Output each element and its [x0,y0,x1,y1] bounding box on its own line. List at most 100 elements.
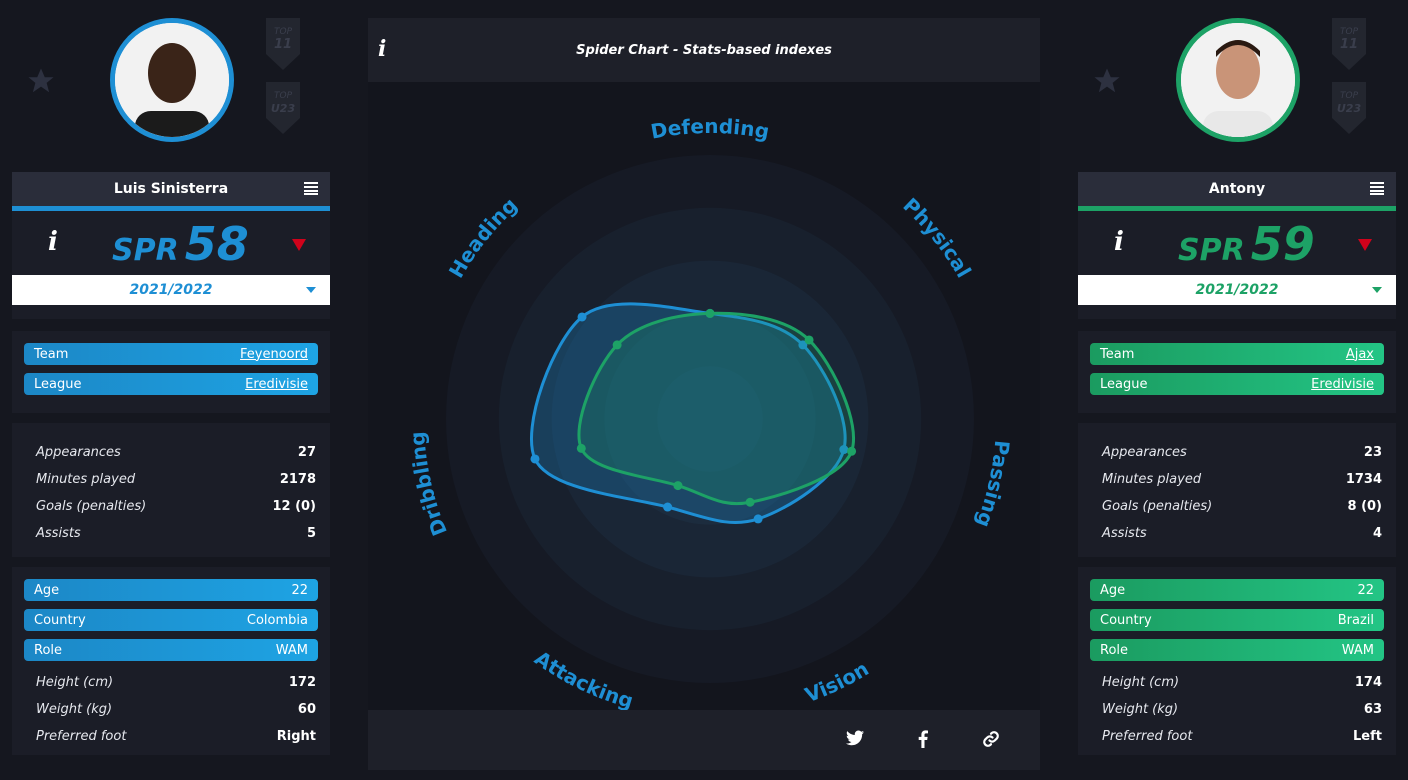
league-link[interactable]: Eredivisie [245,376,308,392]
svg-text:TOP: TOP [1340,27,1359,37]
team-label: Team [1100,346,1135,362]
player-photo-icon [115,23,229,137]
twitter-icon[interactable] [846,730,864,746]
svg-text:TOP: TOP [1340,91,1359,101]
league-row: League Eredivisie [24,373,318,395]
info-icon[interactable]: i [378,36,387,62]
country-row: Country Colombia [24,609,318,631]
season-value: 2021/2022 [1195,282,1279,298]
svg-text:11: 11 [1340,37,1358,52]
radar-point[interactable] [839,445,849,455]
radar-point[interactable] [798,340,808,350]
radar-point[interactable] [530,454,540,464]
season-spacer [12,305,330,319]
avatar[interactable] [1176,18,1300,142]
stat-row: Appearances 23 [1102,445,1382,460]
stat-row: Minutes played 1734 [1102,472,1382,487]
radar-point[interactable] [847,446,857,456]
radar-point[interactable] [612,340,622,350]
stat-row: Height (cm) 174 [1102,675,1382,690]
bio-panel: Age 22 Country Colombia Role WAM Height (cm… [12,567,330,755]
stat-row: Assists 5 [36,526,316,541]
stat-row: Preferred foot Left [1102,729,1382,744]
radar-axis-label: Passing [971,439,1014,530]
star-icon[interactable] [26,66,56,96]
radar-point[interactable] [753,514,763,524]
svg-text:U23: U23 [271,102,296,115]
radar-series-2 [577,311,855,505]
stat-row: Goals (penalties) 8 (0) [1102,499,1382,514]
age-row: Age 22 [1090,579,1384,601]
player-name: Antony [1208,181,1266,197]
role-row: Role WAM [24,639,318,661]
player-name-bar: Luis Sinisterra [12,172,330,206]
accent-line [1078,206,1396,211]
radar-axis-label: Dribbling [405,431,452,540]
season-select[interactable]: 2021/2022 [12,275,330,305]
radar-point[interactable] [663,502,673,512]
radar-point[interactable] [576,443,586,453]
player-card-left: TOP 11 TOP U23 Luis Sinisterra i SPR 58 20… [12,0,330,755]
link-icon[interactable] [982,730,1000,748]
radar-point[interactable] [745,497,755,507]
team-panel: Team Feyenoord League Eredivisie [12,331,330,413]
team-panel: Team Ajax League Eredivisie [1078,331,1396,413]
role-row: Role WAM [1090,639,1384,661]
facebook-icon[interactable] [918,730,928,748]
spr-box: i SPR 58 [12,211,330,275]
chevron-down-icon [1372,287,1382,293]
svg-text:TOP: TOP [274,27,293,37]
team-label: Team [34,346,69,362]
stat-row: Preferred foot Right [36,729,316,744]
league-label: League [34,376,82,392]
stats-panel: Appearances 27 Minutes played 2178 Goals (… [12,423,330,557]
chart-title: Spider Chart - Stats-based indexes [576,42,832,58]
league-row: League Eredivisie [1090,373,1384,395]
avatar[interactable] [110,18,234,142]
radar-point[interactable] [804,335,814,345]
player-name-bar: Antony [1078,172,1396,206]
team-link[interactable]: Feyenoord [240,346,308,362]
league-link[interactable]: Eredivisie [1311,376,1374,392]
info-icon[interactable]: i [48,227,58,257]
stat-row: Assists 4 [1102,526,1382,541]
chevron-down-icon [306,287,316,293]
spider-chart-panel: i Spider Chart - Stats-based indexes Def… [368,18,1040,770]
down-triangle-icon [292,239,306,251]
svg-text:TOP: TOP [274,91,293,101]
menu-icon[interactable] [1370,181,1384,195]
spr-label: SPR [1178,233,1245,268]
down-triangle-icon [1358,239,1372,251]
star-icon[interactable] [1092,66,1122,96]
info-icon[interactable]: i [1114,227,1124,257]
bio-panel: Age 22 Country Brazil Role WAM Height (cm) 1… [1078,567,1396,755]
chart-header: i Spider Chart - Stats-based indexes [368,18,1040,82]
stat-row: Minutes played 2178 [36,472,316,487]
menu-icon[interactable] [304,181,318,195]
season-value: 2021/2022 [129,282,213,298]
stat-row: Weight (kg) 60 [36,702,316,717]
radar-point[interactable] [705,308,715,318]
radar-axis-label: Vision [802,656,873,707]
stat-row: Goals (penalties) 12 (0) [36,499,316,514]
age-row: Age 22 [24,579,318,601]
spider-chart: DefendingPhysicalPassingVisionAttackingD… [405,114,1014,713]
share-bar [368,710,1040,770]
stat-row: Appearances 27 [36,445,316,460]
svg-text:11: 11 [274,37,292,52]
radar-ring [657,366,763,472]
team-row: Team Feyenoord [24,343,318,365]
radar-point[interactable] [577,312,587,322]
season-select[interactable]: 2021/2022 [1078,275,1396,305]
player-name: Luis Sinisterra [113,181,229,197]
radar-point[interactable] [673,481,683,491]
spr-score: SPR 58 [112,217,249,271]
accent-line [12,206,330,211]
team-row: Team Ajax [1090,343,1384,365]
team-link[interactable]: Ajax [1345,346,1374,362]
stat-row: Height (cm) 172 [36,675,316,690]
